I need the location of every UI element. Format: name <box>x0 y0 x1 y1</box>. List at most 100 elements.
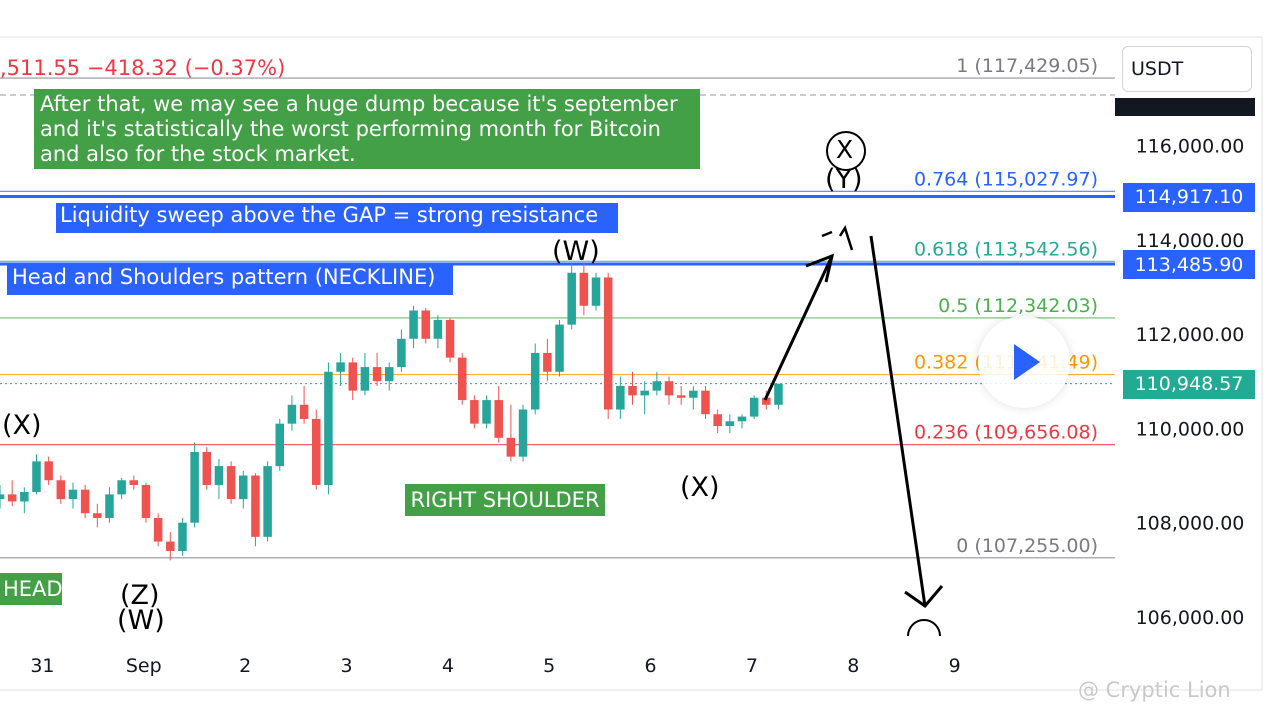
head-label: HEAD <box>0 573 63 605</box>
x-tick-label-3: 3 <box>340 655 352 677</box>
candle-body-49 <box>591 277 601 306</box>
candle-body-48 <box>579 272 589 306</box>
candle-body-51 <box>616 385 625 410</box>
play-button[interactable] <box>978 316 1070 408</box>
candle-body-22 <box>263 466 272 537</box>
candle-body-11 <box>129 480 139 485</box>
candle-body-13 <box>153 517 163 542</box>
candle-body-36 <box>433 319 443 339</box>
fib-label-2: 0.618 (113,542.56) <box>914 238 1098 260</box>
candle-body-1 <box>7 494 17 502</box>
last-price-tag-partial <box>1115 98 1255 116</box>
candle-body-64 <box>774 383 783 405</box>
play-icon <box>1014 344 1040 380</box>
fib-label-6: 0 (107,255.00) <box>956 535 1098 557</box>
candle-body-12 <box>141 484 151 518</box>
candle-body-35 <box>421 310 430 339</box>
candle-body-34 <box>409 310 418 339</box>
arrow-down-head <box>904 585 944 609</box>
candle-body-16 <box>190 451 199 523</box>
candle-body-26 <box>311 418 321 485</box>
x-tick-label-5: 5 <box>543 655 555 677</box>
fib-label-5: 0.236 (109,656.08) <box>914 422 1098 444</box>
watermark: @ Cryptic Lion <box>1078 678 1231 702</box>
projection-arrow-down <box>869 235 927 607</box>
x-tick-label-2: 2 <box>239 655 251 677</box>
wave-x-mid: (X) <box>680 472 720 503</box>
x-tick-label-7: 7 <box>746 655 758 677</box>
candle-body-27 <box>324 371 333 485</box>
candle-body-56 <box>676 395 686 398</box>
candle-body-19 <box>226 466 236 500</box>
y-tick-label-5: 116,000.00 <box>1136 135 1245 157</box>
x-tick-label-4: 4 <box>442 655 454 677</box>
candle-body-60 <box>725 421 735 427</box>
candle-body-61 <box>737 416 747 422</box>
candle-body-38 <box>457 357 467 401</box>
fib-label-1: 0.764 (115,027.97) <box>914 168 1098 190</box>
green-note-box: After that, we may see a huge dump becau… <box>34 89 700 169</box>
y-tick-label-4: 114,000.00 <box>1136 230 1245 252</box>
candle-body-54 <box>652 381 662 391</box>
arrow-up-head <box>805 253 835 283</box>
wave-z: (Z) <box>120 580 160 611</box>
price-tag-0: 114,917.10 <box>1123 182 1255 212</box>
x-tick-label-0: 31 <box>30 655 54 677</box>
candle-body-3 <box>32 461 41 493</box>
candle-body-33 <box>397 338 406 368</box>
x-tick-label-6: 6 <box>645 655 657 677</box>
candle-body-5 <box>56 480 66 500</box>
candle-body-30 <box>360 367 370 391</box>
x-tick-label-8: 8 <box>847 655 859 677</box>
liquidity-note-box: Liquidity sweep above the GAP = strong r… <box>56 203 618 233</box>
candle-body-55 <box>664 381 674 396</box>
right-shoulder-label: RIGHT SHOULDER <box>405 484 605 516</box>
candle-body-28 <box>336 362 345 372</box>
candle-body-50 <box>603 277 613 410</box>
candle-body-6 <box>68 489 78 500</box>
candle-body-44 <box>530 352 540 410</box>
candle-body-41 <box>494 400 503 438</box>
candle-body-17 <box>202 451 212 485</box>
candle-body-14 <box>166 541 175 551</box>
candle-body-24 <box>287 404 297 424</box>
candle-body-4 <box>44 461 53 481</box>
candle-body-18 <box>214 466 224 485</box>
wave-w-top: (W) <box>552 236 600 267</box>
candle-body-46 <box>555 324 564 372</box>
wave-y-top: (Y) <box>825 164 863 195</box>
candle-body-25 <box>299 404 309 419</box>
candle-body-21 <box>251 475 260 537</box>
candle-body-57 <box>689 390 698 398</box>
candle-body-37 <box>445 319 455 358</box>
candle-body-42 <box>506 437 516 457</box>
fib-label-0: 1 (117,429.05) <box>956 55 1098 77</box>
candle-body-52 <box>628 385 637 396</box>
currency-button[interactable]: USDT <box>1122 46 1252 92</box>
candle-body-47 <box>567 272 576 325</box>
x-axis: 31 Sep 2 3 4 5 6 7 8 9 <box>30 655 960 677</box>
candle-body-7 <box>80 489 90 514</box>
candle-body-45 <box>543 352 552 372</box>
wave-x-left: (X) <box>2 410 42 441</box>
y-tick-label-3: 112,000.00 <box>1136 324 1245 346</box>
candle-body-10 <box>117 480 126 495</box>
candle-body-43 <box>518 409 528 457</box>
candle-body-15 <box>178 522 187 551</box>
fib-label-3: 0.5 (112,342.03) <box>938 295 1098 317</box>
y-tick-label-2: 110,000.00 <box>1136 418 1245 440</box>
fibonacci-levels: 1 (117,429.05) 0.764 (115,027.97) 0.618 (1… <box>0 55 1115 559</box>
candlesticks <box>0 263 783 561</box>
neckline-note-box: Head and Shoulders pattern (NECKLINE) <box>7 265 453 295</box>
x-tick-label-1: Sep <box>126 655 162 677</box>
price-tag-1: 113,485.90 <box>1123 250 1255 279</box>
candle-body-8 <box>93 513 102 518</box>
candle-body-53 <box>640 390 649 396</box>
candle-body-59 <box>713 414 722 427</box>
candle-body-9 <box>105 494 114 518</box>
candle-body-31 <box>372 367 382 382</box>
y-tick-label-0: 106,000.00 <box>1136 607 1245 629</box>
y-axis: 106,000.00 108,000.00 110,000.00 112,000.00… <box>1136 135 1245 629</box>
wave-bottom-circle <box>907 619 941 637</box>
